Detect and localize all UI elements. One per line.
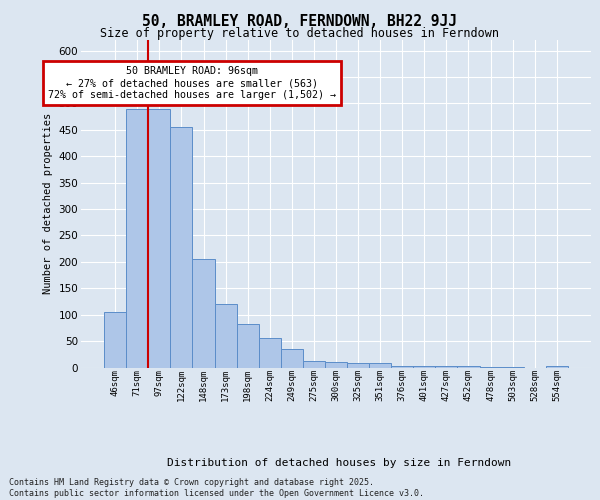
Bar [104,312,126,368]
Bar [236,324,259,368]
Bar [126,108,148,368]
Bar [479,367,502,368]
Bar [413,366,436,368]
Bar [170,127,193,368]
Text: 50 BRAMLEY ROAD: 96sqm
← 27% of detached houses are smaller (563)
72% of semi-de: 50 BRAMLEY ROAD: 96sqm ← 27% of detached… [49,66,337,100]
Text: Size of property relative to detached houses in Ferndown: Size of property relative to detached ho… [101,28,499,40]
Text: 50, BRAMLEY ROAD, FERNDOWN, BH22 9JJ: 50, BRAMLEY ROAD, FERNDOWN, BH22 9JJ [143,14,458,29]
Bar [391,366,413,368]
Bar [215,304,236,368]
Text: Contains HM Land Registry data © Crown copyright and database right 2025.
Contai: Contains HM Land Registry data © Crown c… [9,478,424,498]
Bar [303,361,325,368]
Bar [502,367,524,368]
Bar [148,108,170,368]
Bar [436,366,457,368]
Y-axis label: Number of detached properties: Number of detached properties [43,113,53,294]
Text: Distribution of detached houses by size in Ferndown: Distribution of detached houses by size … [167,458,511,468]
Bar [347,364,369,368]
Bar [369,364,391,368]
Bar [259,338,281,368]
Bar [193,259,215,368]
Bar [546,366,568,368]
Bar [281,349,303,368]
Bar [457,366,479,368]
Bar [325,362,347,368]
